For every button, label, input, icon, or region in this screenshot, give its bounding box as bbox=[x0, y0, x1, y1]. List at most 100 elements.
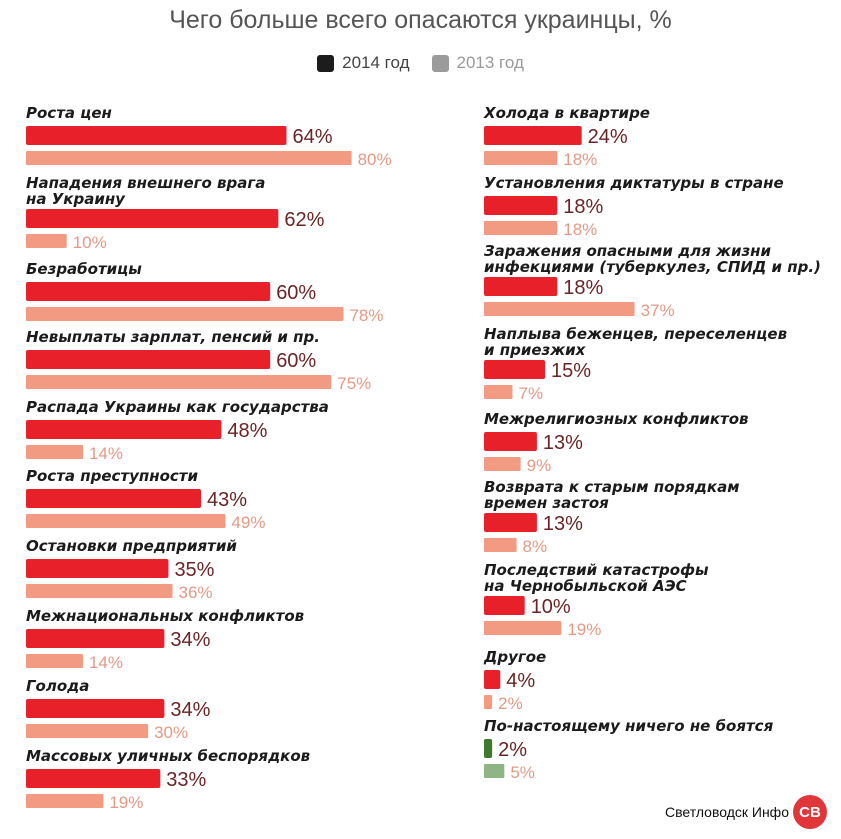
category-label: Последствий катастрофы bbox=[484, 561, 709, 579]
bar-2013 bbox=[484, 302, 635, 316]
value-label-2014: 62% bbox=[284, 209, 324, 231]
legend: 2014 год 2013 год bbox=[0, 53, 841, 73]
legend-label-2014: 2014 год bbox=[342, 53, 410, 72]
value-label-2013: 36% bbox=[179, 583, 213, 602]
value-label-2013: 37% bbox=[641, 301, 675, 320]
bar-2014 bbox=[484, 596, 525, 615]
chart-title: Чего больше всего опасаются украинцы, % bbox=[169, 6, 672, 34]
value-label-2014: 18% bbox=[563, 196, 603, 218]
bar-2013 bbox=[26, 234, 67, 248]
value-label-2014: 13% bbox=[543, 432, 583, 454]
value-label-2013: 7% bbox=[518, 384, 543, 403]
value-label-2014: 43% bbox=[207, 489, 247, 511]
bar-2013 bbox=[26, 794, 104, 808]
bar-2014 bbox=[26, 282, 271, 301]
bar-2014 bbox=[26, 629, 165, 648]
category-label: Роста цен bbox=[26, 104, 112, 122]
bar-2014 bbox=[26, 489, 202, 508]
value-label-2013: 80% bbox=[358, 150, 392, 169]
value-label-2013: 9% bbox=[527, 456, 552, 475]
bar-2014 bbox=[484, 670, 501, 689]
category-label: Роста преступности bbox=[26, 467, 198, 485]
category-label: Установления диктатуры в стране bbox=[484, 174, 784, 192]
category-label: инфекциями (туберкулез, СПИД и пр.) bbox=[484, 258, 821, 276]
category-label: Холода в квартире bbox=[483, 104, 650, 122]
bar-2014 bbox=[26, 350, 271, 369]
category-label: Остановки предприятий bbox=[26, 537, 237, 555]
bar-2013 bbox=[26, 654, 83, 668]
bar-2014 bbox=[26, 126, 287, 145]
bar-2013 bbox=[26, 514, 226, 528]
bar-2013 bbox=[484, 764, 505, 778]
category-label: Невыплаты зарплат, пенсий и пр. bbox=[26, 328, 320, 346]
bar-2014 bbox=[484, 360, 546, 379]
value-label-2014: 34% bbox=[170, 699, 210, 721]
value-label-2013: 18% bbox=[563, 150, 597, 169]
bar-2014 bbox=[484, 432, 537, 451]
bar-2014 bbox=[484, 739, 493, 758]
category-label: Наплыва беженцев, переселенцев bbox=[484, 325, 787, 343]
bar-2013 bbox=[26, 724, 149, 738]
category-label: Нападения внешнего врага bbox=[26, 174, 265, 192]
category-label: на Чернобыльской АЭС bbox=[484, 577, 687, 595]
bar-2013 bbox=[484, 151, 558, 165]
value-label-2014: 34% bbox=[170, 629, 210, 651]
value-label-2013: 78% bbox=[349, 306, 383, 325]
value-label-2013: 30% bbox=[154, 723, 188, 742]
category-label: Другое bbox=[483, 648, 546, 666]
category-label: Безработицы bbox=[26, 260, 142, 278]
category-label: времен застоя bbox=[484, 494, 609, 512]
bar-2013 bbox=[484, 621, 562, 635]
value-label-2014: 35% bbox=[174, 559, 214, 581]
category-label: Распада Украины как государства bbox=[26, 398, 329, 416]
bar-2013 bbox=[484, 457, 521, 471]
bar-2013 bbox=[484, 538, 517, 552]
category-label: По-настоящему ничего не боятся bbox=[484, 717, 774, 735]
value-label-2014: 60% bbox=[276, 350, 316, 372]
bar-2014 bbox=[26, 420, 222, 439]
value-label-2014: 13% bbox=[543, 513, 583, 535]
category-label: на Украину bbox=[26, 190, 126, 208]
value-label-2014: 15% bbox=[551, 360, 591, 382]
bar-2014 bbox=[26, 699, 165, 718]
bar-2014 bbox=[26, 769, 161, 788]
value-label-2013: 14% bbox=[89, 444, 123, 463]
value-label-2014: 48% bbox=[227, 420, 267, 442]
value-label-2014: 4% bbox=[506, 670, 535, 692]
bar-2014 bbox=[484, 277, 558, 296]
value-label-2014: 64% bbox=[292, 126, 332, 148]
value-label-2013: 49% bbox=[231, 513, 265, 532]
value-label-2013: 10% bbox=[73, 233, 107, 252]
legend-item-2014: 2014 год bbox=[317, 53, 410, 73]
value-label-2014: 10% bbox=[531, 596, 571, 618]
category-label: Межрелигиозных конфликтов bbox=[484, 410, 749, 428]
category-label: Заражения опасными для жизни bbox=[484, 242, 772, 260]
value-label-2014: 2% bbox=[498, 739, 527, 761]
value-label-2013: 14% bbox=[89, 653, 123, 672]
value-label-2014: 60% bbox=[276, 282, 316, 304]
value-label-2013: 19% bbox=[567, 620, 601, 639]
bar-2013 bbox=[484, 221, 558, 235]
legend-swatch-2013 bbox=[431, 54, 449, 72]
value-label-2014: 24% bbox=[588, 126, 628, 148]
category-label: Межнациональных конфликтов bbox=[26, 607, 304, 625]
watermark-logo: СВ bbox=[793, 795, 827, 829]
bar-2013 bbox=[26, 375, 332, 389]
legend-swatch-2014 bbox=[317, 54, 335, 72]
value-label-2014: 18% bbox=[563, 277, 603, 299]
value-label-2014: 33% bbox=[166, 769, 206, 791]
bar-2014 bbox=[26, 209, 279, 228]
value-label-2013: 8% bbox=[523, 537, 548, 556]
watermark-text: Светловодск Инфо bbox=[665, 804, 789, 820]
bar-2013 bbox=[484, 695, 493, 709]
bar-2013 bbox=[26, 584, 173, 598]
bar-2013 bbox=[26, 307, 344, 321]
category-label: Массовых уличных беспорядков bbox=[26, 747, 310, 765]
bar-2013 bbox=[26, 151, 352, 165]
bar-2014 bbox=[26, 559, 169, 578]
bar-2013 bbox=[484, 385, 513, 399]
value-label-2013: 5% bbox=[510, 763, 535, 782]
bar-2014 bbox=[484, 126, 582, 145]
value-label-2013: 75% bbox=[337, 374, 371, 393]
